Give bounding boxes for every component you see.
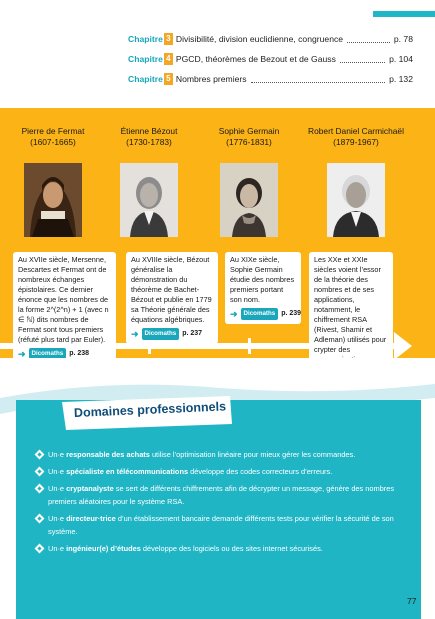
diamond-bullet-icon (34, 483, 45, 494)
card-text: Au XVIIe siècle, Mersenne, Descartes et … (18, 255, 109, 344)
diamond-bullet-icon (34, 449, 45, 460)
person-dates: (1607-1665) (30, 137, 76, 147)
timeline-card-fermat: Au XVIIe siècle, Mersenne, Descartes et … (13, 252, 116, 364)
domaines-panel (16, 400, 421, 619)
ref-page: p. 238 (69, 350, 90, 357)
portrait-bezout (120, 163, 178, 237)
item-role: directeur·trice (66, 514, 116, 523)
dicomaths-ref[interactable]: ➜ Dicomaths p. 239 (230, 308, 301, 320)
item-role: cryptanalyste (66, 484, 114, 493)
chapter-list: Chapitre 3 Divisibilité, division euclid… (128, 30, 413, 90)
chapter-title: Divisibilité, division euclidienne, cong… (175, 34, 344, 44)
ref-page: p. 239 (281, 310, 302, 317)
item-text: développe des codes correcteurs d’erreur… (188, 467, 333, 476)
timeline-tick (248, 338, 251, 354)
leader-dots (347, 36, 390, 43)
person-carmichael: Robert Daniel Carmichaël (1879-1967) (295, 126, 417, 148)
card-text: Au XIXe siècle, Sophie Germain étudie de… (230, 255, 295, 304)
diamond-bullet-icon (34, 513, 45, 524)
chapter-word: Chapitre (128, 74, 163, 84)
dicomaths-badge: Dicomaths (240, 308, 279, 320)
person-name: Sophie Germain (218, 126, 280, 136)
domaine-item: Un·e responsable des achats utilise l’op… (34, 448, 406, 461)
arrow-right-icon: ➜ (230, 309, 238, 319)
item-prefix: Un·e (48, 514, 67, 523)
portrait-carmichael (327, 163, 385, 237)
item-text: utilise l’optimisation linéaire pour mie… (149, 450, 356, 459)
dicomaths-ref[interactable]: ➜ Dicomaths p. 237 (131, 328, 213, 340)
item-role: ingénieur(e) d’études (66, 544, 141, 553)
chapter-title: PGCD, théorèmes de Bezout et de Gauss (175, 54, 336, 64)
leader-dots (339, 56, 386, 63)
person-fermat: Pierre de Fermat (1607-1665) (14, 126, 92, 148)
dicomaths-badge: Dicomaths (141, 328, 180, 340)
domaines-title-box (62, 396, 232, 430)
card-text: Au XVIIIe siècle, Bézout généralise la d… (131, 255, 212, 324)
item-prefix: Un·e (48, 544, 67, 553)
item-prefix: Un·e (48, 450, 67, 459)
diamond-bullet-icon (34, 466, 45, 477)
diamond-bullet-icon (34, 543, 45, 554)
card-text: Les XXe et XXIe siècles voient l’essor d… (314, 255, 387, 364)
item-text: d’un établissement bancaire demande diff… (48, 514, 394, 536)
chapter-title: Nombres premiers (175, 74, 247, 84)
person-name: Pierre de Fermat (21, 126, 85, 136)
chapter-number: 4 (163, 53, 173, 65)
domaine-item: Un·e ingénieur(e) d’études développe des… (34, 542, 406, 555)
page-number: 77 (407, 596, 417, 606)
chapter-row[interactable]: Chapitre 4 PGCD, théorèmes de Bezout et … (128, 50, 413, 68)
item-text: se sert de différents chiffrements afin … (48, 484, 395, 506)
chapters-header: Chapitre 3 Divisibilité, division euclid… (0, 0, 435, 108)
chapter-word: Chapitre (128, 54, 163, 64)
chapter-number: 5 (163, 73, 173, 85)
person-dates: (1730-1783) (126, 137, 172, 147)
item-role: responsable des achats (66, 450, 150, 459)
dicomaths-ref[interactable]: ➜ Dicomaths p. 238 (18, 348, 111, 360)
arrow-right-icon: ➜ (131, 329, 139, 339)
timeline-card-germain: Au XIXe siècle, Sophie Germain étudie de… (225, 252, 301, 324)
person-dates: (1776-1831) (226, 137, 272, 147)
domaine-item: Un·e directeur·trice d’un établissement … (34, 512, 406, 538)
person-bezout: Étienne Bézout (1730-1783) (110, 126, 188, 148)
domaines-list: Un·e responsable des achats utilise l’op… (34, 448, 406, 559)
person-name: Robert Daniel Carmichaël (308, 126, 404, 136)
chapter-row[interactable]: Chapitre 5 Nombres premiers p. 132 (128, 70, 413, 88)
person-dates: (1879-1967) (333, 137, 379, 147)
portrait-fermat (24, 163, 82, 237)
domaine-item: Un·e cryptanalyste se sert de différents… (34, 482, 406, 508)
chapter-number: 3 (163, 33, 173, 45)
portrait-germain (220, 163, 278, 237)
person-name: Étienne Bézout (120, 126, 178, 136)
chapter-page: p. 132 (389, 74, 413, 84)
item-prefix: Un·e (48, 467, 67, 476)
timeline-card-bezout: Au XVIIIe siècle, Bézout généralise la d… (126, 252, 218, 344)
chapter-page: p. 104 (389, 54, 413, 64)
chapter-row[interactable]: Chapitre 3 Divisibilité, division euclid… (128, 30, 413, 48)
ref-page: p. 237 (182, 330, 203, 337)
chapter-page: p. 78 (393, 34, 413, 44)
dicomaths-badge: Dicomaths (28, 348, 67, 360)
item-role: spécialiste en télécommunications (66, 467, 189, 476)
timeline-line (0, 343, 398, 349)
item-prefix: Un·e (48, 484, 67, 493)
decor-bar (373, 11, 435, 17)
leader-dots (250, 76, 386, 83)
timeline-tick (148, 338, 151, 354)
domaine-item: Un·e spécialiste en télécommunications d… (34, 465, 406, 478)
person-germain: Sophie Germain (1776-1831) (210, 126, 288, 148)
timeline-arrow (394, 332, 412, 360)
arrow-right-icon: ➜ (18, 349, 26, 359)
chapter-word: Chapitre (128, 34, 163, 44)
item-text: développe des logiciels ou des sites int… (140, 544, 323, 553)
